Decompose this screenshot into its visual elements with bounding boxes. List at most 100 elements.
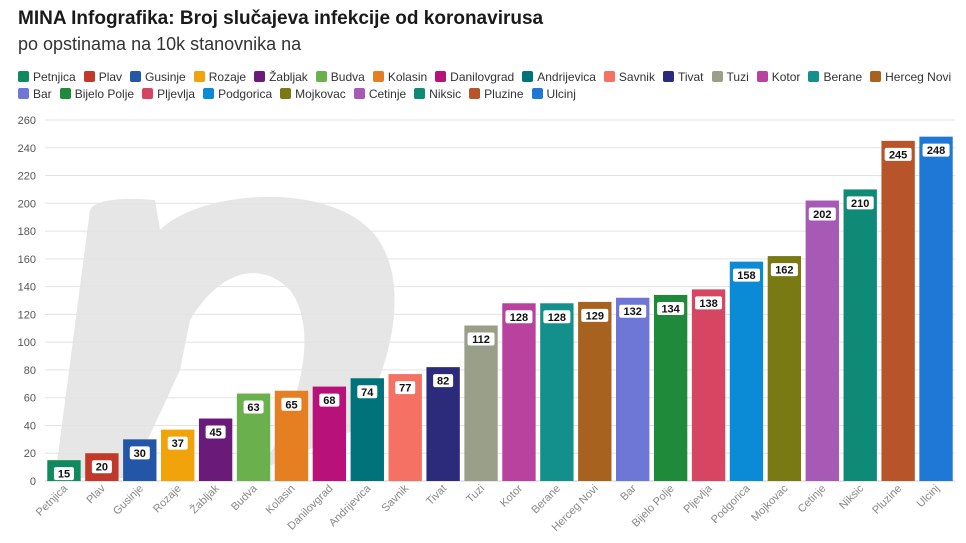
legend-item[interactable]: Berane: [808, 69, 862, 84]
y-tick-label: 60: [24, 393, 36, 405]
bar[interactable]: [843, 189, 877, 481]
x-tick-label: Pljevlja: [682, 482, 716, 516]
legend-item[interactable]: Cetinje: [353, 86, 407, 101]
data-label: 45: [210, 427, 222, 439]
legend-item[interactable]: Niksic: [414, 86, 461, 101]
x-tick-label: Mojkovac: [749, 482, 791, 524]
legend-label: Gusinje: [145, 69, 186, 84]
legend-swatch: [469, 88, 481, 99]
bar[interactable]: [919, 136, 953, 481]
bar[interactable]: [653, 294, 688, 481]
legend-label: Tivat: [677, 69, 704, 84]
legend-label: Niksic: [429, 86, 462, 101]
legend-item[interactable]: Danilovgrad: [435, 69, 514, 84]
legend-label: Rozaje: [208, 69, 247, 84]
bar[interactable]: [578, 301, 612, 481]
x-tick-label: Tivat: [424, 483, 449, 508]
chart-title: MINA Infografika: Broj slučajeva infekci…: [18, 8, 544, 29]
bar[interactable]: [123, 439, 157, 481]
legend-label: Ulcinj: [546, 86, 576, 101]
legend-item[interactable]: Mojkovac: [280, 86, 346, 101]
data-label-box: [770, 263, 798, 277]
bars: 15 20 30 37 45 63 65 68 74 77 82 112 128 128 129 132 134…: [47, 136, 953, 482]
x-tick-label: Berane: [529, 483, 563, 517]
legend-item[interactable]: Plav: [83, 69, 123, 84]
legend-swatch: [756, 71, 768, 82]
data-label: 82: [437, 376, 449, 388]
x-tick-label: Pluzine: [870, 483, 904, 517]
legend-label: Plav: [98, 69, 123, 84]
x-tick-label: Kotor: [498, 482, 525, 509]
bar[interactable]: [616, 297, 650, 481]
data-label-box: [467, 332, 495, 346]
legend-item[interactable]: Žabljak: [254, 69, 308, 84]
legend-swatch: [315, 71, 327, 82]
y-tick-label: 140: [18, 282, 36, 294]
data-label: 112: [472, 334, 490, 346]
data-label-box: [91, 460, 112, 474]
legend-item[interactable]: Gusinje: [130, 69, 186, 84]
y-tick-label: 220: [18, 171, 36, 183]
legend-item[interactable]: Pljevlja: [142, 86, 195, 101]
legend-item[interactable]: Pluzine: [469, 86, 524, 101]
bar[interactable]: [464, 325, 498, 481]
bar[interactable]: [691, 289, 726, 481]
data-label-box: [357, 385, 378, 399]
legend-label: Žabljak: [269, 69, 308, 84]
data-label: 162: [775, 265, 793, 277]
data-label: 30: [134, 448, 146, 460]
data-label: 37: [172, 438, 184, 450]
legend-swatch: [603, 71, 615, 82]
legend-item[interactable]: Andrijevica: [522, 69, 596, 84]
y-tick-label: 180: [18, 226, 36, 238]
x-tick-label: Tuzi: [464, 483, 487, 506]
legend-item[interactable]: Herceg Novi: [870, 69, 951, 84]
legend-item[interactable]: Kotor: [756, 69, 800, 84]
legend-item[interactable]: Tivat: [662, 69, 704, 84]
bar[interactable]: [767, 256, 802, 481]
data-label: 202: [813, 209, 831, 221]
legend-label: Pluzine: [484, 86, 524, 101]
legend-item[interactable]: Kolasin: [372, 69, 428, 84]
legend-label: Herceg Novi: [885, 69, 952, 84]
x-tick-label: Plav: [84, 482, 108, 506]
x-tick-label: Ulcinj: [915, 483, 943, 511]
y-tick-label: 160: [18, 254, 36, 266]
legend-item[interactable]: Rozaje: [193, 69, 247, 84]
data-label: 63: [247, 402, 259, 414]
legend-label: Bar: [33, 86, 52, 101]
legend-item[interactable]: Tuzi: [711, 69, 749, 84]
legend-item[interactable]: Bijelo Polje: [59, 86, 134, 101]
bar[interactable]: [805, 200, 839, 481]
bar[interactable]: [729, 261, 764, 481]
chart-legend: Petnjica Plav Gusinje Rozaje Žabljak Budva Kol…: [18, 69, 953, 101]
data-label-box: [846, 196, 874, 210]
legend-swatch: [522, 71, 534, 82]
legend-label: Petnjica: [33, 69, 76, 84]
legend-item[interactable]: Ulcinj: [531, 86, 576, 101]
bar[interactable]: [502, 303, 536, 481]
legend-item[interactable]: Bar: [18, 86, 52, 101]
data-label: 128: [510, 312, 528, 324]
data-label: 20: [96, 462, 108, 474]
legend-label: Savnik: [618, 69, 655, 84]
x-tick-label: Rozaje: [151, 483, 184, 516]
data-label: 158: [737, 270, 755, 282]
legend-label: Cetinje: [368, 86, 407, 101]
data-label: 129: [586, 310, 604, 322]
legend-item[interactable]: Savnik: [603, 69, 655, 84]
x-tick-label: Cetinje: [796, 483, 829, 516]
legend-item[interactable]: Petnjica: [18, 69, 76, 84]
bar[interactable]: [540, 303, 574, 481]
legend-swatch: [531, 88, 543, 99]
data-label: 68: [323, 395, 335, 407]
legend-label: Budva: [330, 69, 365, 84]
legend-item[interactable]: Budva: [315, 69, 365, 84]
x-tick-label: Žabljak: [187, 482, 222, 517]
legend-item[interactable]: Podgorica: [203, 86, 272, 101]
x-tick-label: Bar: [618, 482, 639, 503]
bar[interactable]: [881, 140, 915, 482]
legend-label: Kolasin: [387, 69, 428, 84]
legend-swatch: [59, 88, 71, 99]
